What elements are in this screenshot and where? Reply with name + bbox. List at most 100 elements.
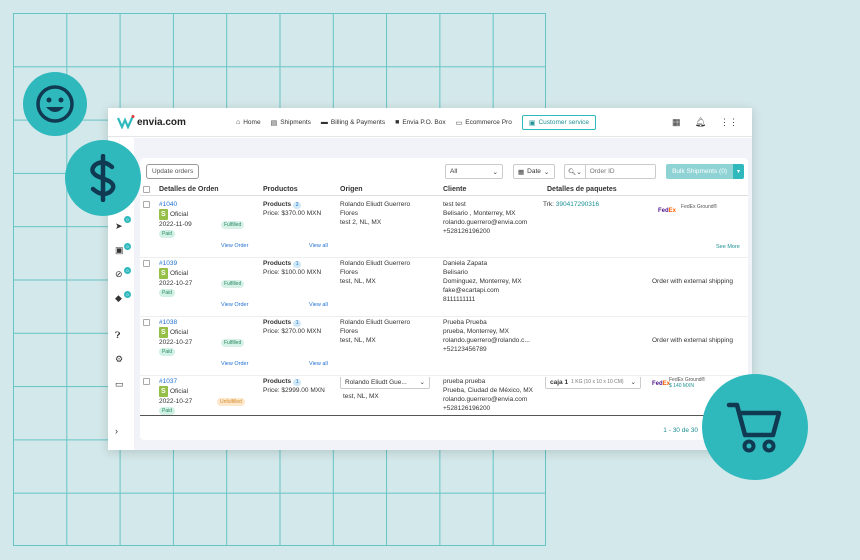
view-all-link[interactable]: View all bbox=[309, 302, 328, 308]
table-row: #1038 Oficial 2022-10-27 Fulfilled Paid V… bbox=[140, 318, 748, 376]
client-phone: +52123456789 bbox=[443, 346, 487, 353]
store-icon[interactable]: ▭ bbox=[115, 379, 124, 389]
origin-name: Rolando Eliudt Guerrero bbox=[340, 260, 411, 267]
table-row: #1037 Oficial 2022-10-27 Unfulfilled Paid… bbox=[140, 377, 748, 416]
view-order-link[interactable]: View Order bbox=[221, 243, 249, 249]
fedex-logo: FedEx bbox=[658, 208, 677, 214]
block-icon[interactable]: ⊘ bbox=[115, 269, 123, 279]
client-name: Prueba Prueba bbox=[443, 319, 487, 326]
bulk-shipments-button[interactable]: Bulk Shipments (0) ▾ bbox=[666, 164, 744, 179]
order-id-input[interactable] bbox=[589, 168, 650, 175]
order-id-link[interactable]: #1037 bbox=[159, 378, 178, 385]
settings-gear-icon[interactable]: ⚙︎ bbox=[115, 354, 124, 364]
column-header: Origen bbox=[340, 186, 363, 193]
carrier-price: $ 140 MXN bbox=[669, 383, 695, 389]
fulfillment-badge: Fulfilled bbox=[221, 280, 245, 288]
payment-badge: Paid bbox=[159, 289, 176, 297]
bell-icon[interactable]: 🔔︎ bbox=[694, 117, 706, 127]
row-checkbox[interactable] bbox=[143, 201, 150, 208]
document-icon: ▤ bbox=[270, 119, 278, 127]
order-id-link[interactable]: #1040 bbox=[159, 201, 178, 208]
top-navbar: envia.com ⌂ Home ▤ Shipments ▬ Billing & Pa… bbox=[108, 108, 752, 137]
chevron-down-icon: ⌄ bbox=[630, 379, 636, 386]
nav-ecommerce[interactable]: ▭ Ecommerce Pro bbox=[455, 119, 512, 127]
origin-address-select[interactable]: Rolando Eliudt Gue... ⌄ bbox=[340, 377, 430, 389]
client-address: prueba, Monterrey, MX bbox=[443, 328, 509, 335]
client-address: Prueba, Ciudad de México, MX bbox=[443, 387, 533, 394]
nav-home[interactable]: ⌂ Home bbox=[236, 119, 261, 126]
column-header: Cliente bbox=[443, 186, 467, 193]
products-label: Products bbox=[263, 201, 292, 208]
order-date: 2022-10-27 bbox=[159, 339, 193, 346]
top-icons: ▦ 🔔︎ ⋮⋮ bbox=[672, 117, 738, 128]
sidebar-badge: 0 bbox=[124, 291, 131, 298]
see-more-link[interactable]: See More bbox=[716, 244, 740, 250]
main-nav: ⌂ Home ▤ Shipments ▬ Billing & Payments ■ En… bbox=[236, 115, 606, 130]
carrier-service: FedEx Ground® bbox=[669, 377, 706, 383]
date-filter-select[interactable]: ▦ Date ⌄ bbox=[513, 164, 555, 179]
view-all-link[interactable]: View all bbox=[309, 243, 328, 249]
status-filter-select[interactable]: All ⌄ bbox=[445, 164, 503, 179]
order-price: Price: $100.00 MXN bbox=[263, 269, 322, 276]
fedex-logo: FedEx bbox=[652, 381, 671, 387]
payment-badge: Paid bbox=[159, 407, 176, 415]
order-search-field[interactable]: 🔍︎⌄ bbox=[564, 164, 656, 179]
calculator-icon[interactable]: ▦ bbox=[672, 117, 681, 127]
origin-place: test 2, NL, MX bbox=[340, 219, 382, 226]
store-icon: ▭ bbox=[455, 119, 463, 127]
view-order-link[interactable]: View Order bbox=[221, 302, 249, 308]
column-header: Detalles de paquetes bbox=[547, 186, 617, 193]
send-icon[interactable]: ➤ bbox=[115, 221, 123, 231]
external-shipping-note: Order with external shipping bbox=[652, 337, 733, 344]
card-icon: ▬ bbox=[320, 119, 328, 126]
sidebar-badge: 0 bbox=[124, 243, 131, 250]
row-checkbox[interactable] bbox=[143, 378, 150, 385]
apps-grid-icon[interactable]: ⋮⋮ bbox=[720, 117, 738, 127]
column-header: Productos bbox=[263, 186, 298, 193]
row-checkbox[interactable] bbox=[143, 260, 150, 267]
sidebar-badge: 0 bbox=[124, 267, 131, 274]
row-checkbox[interactable] bbox=[143, 319, 150, 326]
order-date: 2022-10-27 bbox=[159, 398, 193, 405]
order-id-link[interactable]: #1039 bbox=[159, 260, 178, 267]
view-all-link[interactable]: View all bbox=[309, 361, 328, 367]
store-name: Oficial bbox=[170, 388, 189, 396]
origin-name: Flores bbox=[340, 328, 359, 335]
column-header: Detalles de Orden bbox=[159, 186, 219, 193]
products-count: 2 bbox=[293, 202, 302, 209]
shopify-icon bbox=[159, 327, 168, 338]
origin-name: Flores bbox=[340, 210, 359, 217]
search-icon[interactable]: 🔍︎⌄ bbox=[565, 165, 586, 178]
view-order-link[interactable]: View Order bbox=[221, 361, 249, 367]
fulfillment-badge: Fulfilled bbox=[221, 221, 245, 229]
products-count: 1 bbox=[293, 320, 302, 327]
products-count: 1 bbox=[293, 379, 302, 386]
nav-shipments[interactable]: ▤ Shipments bbox=[270, 119, 311, 127]
sidebar-badge: 0 bbox=[124, 216, 131, 223]
envia-logo[interactable]: envia.com bbox=[117, 115, 186, 129]
expand-chevron-icon[interactable]: › bbox=[115, 426, 118, 436]
order-price: Price: $370.00 MXN bbox=[263, 210, 322, 217]
nav-po-box[interactable]: ■ Envia P.O. Box bbox=[395, 119, 446, 126]
clipboard-icon[interactable]: ▣ bbox=[115, 245, 124, 255]
nav-billing[interactable]: ▬ Billing & Payments bbox=[320, 119, 386, 126]
update-orders-button[interactable]: Update orders bbox=[146, 164, 200, 179]
smiley-face-icon bbox=[23, 72, 87, 136]
customer-service-button[interactable]: ▣ Customer service bbox=[521, 115, 597, 130]
select-all-checkbox[interactable] bbox=[143, 186, 150, 193]
tag-icon[interactable]: ◆ bbox=[115, 293, 122, 303]
help-icon[interactable]: ❓︎ bbox=[115, 330, 121, 340]
chevron-down-icon: ⌄ bbox=[419, 379, 425, 386]
client-address: Belisario , Monterrey, MX bbox=[443, 210, 516, 217]
client-name: prueba prueba bbox=[443, 378, 486, 385]
chevron-down-icon: ⌄ bbox=[543, 168, 550, 176]
payment-badge: Paid bbox=[159, 230, 176, 238]
table-header: Detalles de Orden Productos Origen Clien… bbox=[140, 185, 748, 196]
tracking-number-link[interactable]: 390417290316 bbox=[555, 201, 600, 208]
origin-name: Rolando Eliudt Guerrero bbox=[340, 201, 411, 208]
client-name: test test bbox=[443, 201, 466, 208]
logo-text: envia.com bbox=[137, 116, 186, 128]
chevron-down-icon[interactable]: ▾ bbox=[733, 164, 744, 179]
order-id-link[interactable]: #1038 bbox=[159, 319, 178, 326]
